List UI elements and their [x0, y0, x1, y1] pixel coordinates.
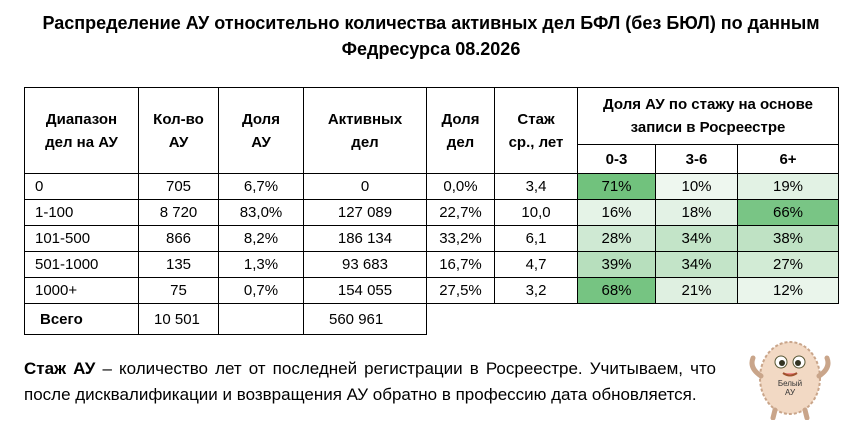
table-body: Диапазон дел на АУ Кол-во АУ Доля АУ Активн… — [24, 87, 839, 335]
column-header: Стаж ср., лет — [494, 87, 578, 174]
cell: 10,0 — [494, 199, 578, 226]
mascot: Белый АУ — [749, 341, 831, 420]
data-row: 101-500 866 8,2% 186 134 33,2% 6,1 28% 34% 38% — [24, 225, 839, 252]
heat-cell: 71% — [577, 173, 656, 200]
heat-cell: 66% — [737, 199, 839, 226]
cell: 75 — [138, 277, 219, 304]
heat-cell: 12% — [737, 277, 839, 304]
data-row: 1-100 8 720 83,0% 127 089 22,7% 10,0 16% 18% 66% — [24, 199, 839, 226]
cell: 0,7% — [218, 277, 304, 304]
cell: 8 720 — [138, 199, 219, 226]
heat-cell: 27% — [737, 251, 839, 278]
data-row: 501-1000 135 1,3% 93 683 16,7% 4,7 39% 34% 27% — [24, 251, 839, 278]
column-header: Диапазон дел на АУ — [24, 87, 139, 174]
subheader: 6+ — [737, 144, 839, 174]
cell: 22,7% — [426, 199, 495, 226]
empty-cell — [656, 304, 738, 335]
subheader-row: 0-3 3-6 6+ — [25, 144, 839, 174]
cell: 16,7% — [426, 251, 495, 278]
cell: 4,7 — [494, 251, 578, 278]
cell: 3,2 — [494, 277, 578, 304]
cell: 866 — [138, 225, 219, 252]
cell: 3,4 — [494, 173, 578, 200]
heat-cell: 68% — [577, 277, 656, 304]
column-header: Доля АУ — [218, 87, 304, 174]
note-term: Стаж АУ — [24, 359, 96, 378]
cell: 8,2% — [218, 225, 304, 252]
cell: 27,5% — [426, 277, 495, 304]
cell: 6,1 — [494, 225, 578, 252]
heat-cell: 28% — [577, 225, 656, 252]
empty-cell — [427, 304, 495, 335]
note-text: – количество лет от последней регистраци… — [24, 359, 717, 404]
heat-cell: 21% — [655, 277, 738, 304]
title: Распределение АУ относительно количества… — [42, 13, 820, 59]
footnote: Стаж АУ – количество лет от последней ре… — [24, 356, 716, 408]
subheader: 0-3 — [577, 144, 656, 174]
column-header: Активных дел — [303, 87, 427, 174]
heat-cell: 34% — [655, 225, 738, 252]
column-header: Доля дел — [426, 87, 495, 174]
heat-cell: 10% — [655, 173, 738, 200]
total-label: Всего — [24, 303, 139, 335]
empty-cell — [578, 304, 656, 335]
data-row: 0 705 6,7% 0 0,0% 3,4 71% 10% 19% — [24, 173, 839, 200]
data-table: Диапазон дел на АУ Кол-во АУ Доля АУ Активн… — [24, 87, 839, 335]
cell: 127 089 — [303, 199, 427, 226]
group-header: Доля АУ по стажу на основе записи в Роср… — [577, 87, 839, 145]
empty-cell — [495, 304, 578, 335]
cell: 33,2% — [426, 225, 495, 252]
cell: 83,0% — [218, 199, 304, 226]
cell: 0,0% — [426, 173, 495, 200]
total-row: Всего 10 501 560 961 — [24, 303, 839, 335]
heat-cell: 19% — [737, 173, 839, 200]
total-cell: 560 961 — [303, 303, 427, 335]
cell: 501-1000 — [24, 251, 139, 278]
cell: 135 — [138, 251, 219, 278]
cell: 1,3% — [218, 251, 304, 278]
heat-cell: 16% — [577, 199, 656, 226]
cell: 705 — [138, 173, 219, 200]
header-row: Диапазон дел на АУ Кол-во АУ Доля АУ Активн… — [24, 87, 839, 174]
total-cell — [218, 303, 304, 335]
heat-cell: 34% — [655, 251, 738, 278]
cell: 154 055 — [303, 277, 427, 304]
cell: 0 — [303, 173, 427, 200]
mascot-label: Белый АУ — [778, 379, 802, 397]
cell: 101-500 — [24, 225, 139, 252]
heat-cell: 18% — [655, 199, 738, 226]
cell: 93 683 — [303, 251, 427, 278]
cell: 1-100 — [24, 199, 139, 226]
cell: 6,7% — [218, 173, 304, 200]
heat-cell: 38% — [737, 225, 839, 252]
heat-cell: 39% — [577, 251, 656, 278]
column-header: Кол-во АУ — [138, 87, 219, 174]
cell: 0 — [24, 173, 139, 200]
cell: 1000+ — [24, 277, 139, 304]
data-row: 1000+ 75 0,7% 154 055 27,5% 3,2 68% 21% 12% — [24, 277, 839, 304]
cell: 186 134 — [303, 225, 427, 252]
subheader: 3-6 — [655, 144, 738, 174]
total-cell: 10 501 — [138, 303, 219, 335]
